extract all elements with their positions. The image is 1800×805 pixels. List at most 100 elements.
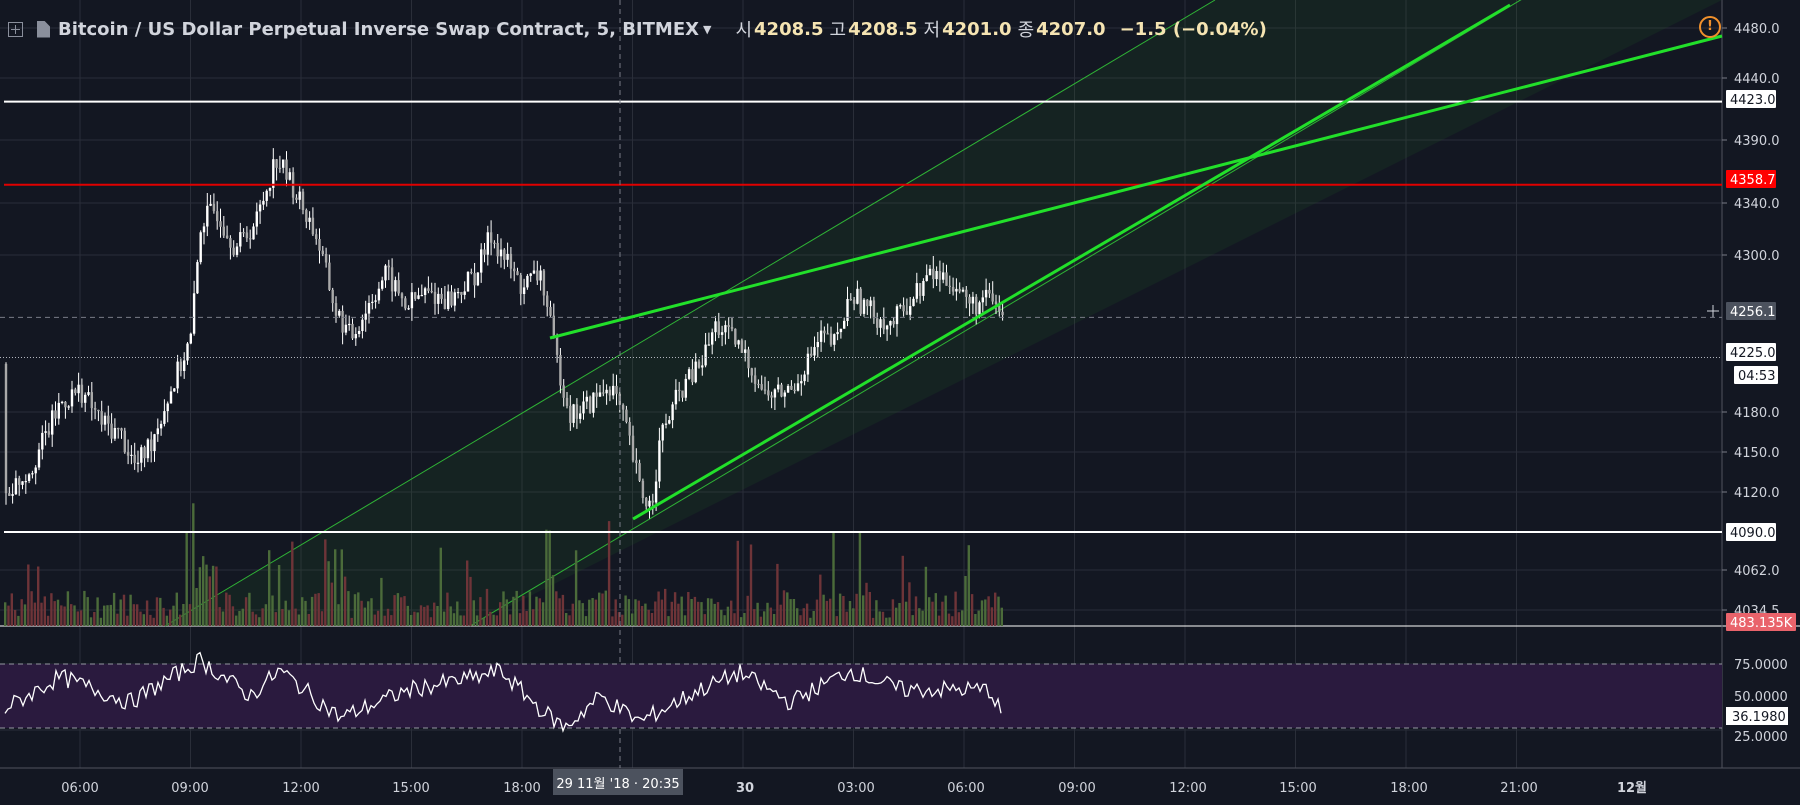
volume-bar xyxy=(852,608,855,626)
candle-body xyxy=(935,271,938,280)
volume-bar xyxy=(99,617,103,626)
volume-bar xyxy=(805,603,809,626)
volume-bar xyxy=(776,563,779,626)
volume-bar xyxy=(442,611,446,626)
candle-body xyxy=(918,283,922,296)
volume-bar xyxy=(934,593,937,626)
high-label: 고 xyxy=(829,20,847,41)
candle-body xyxy=(777,384,780,390)
volume-bar xyxy=(7,605,10,626)
volume-bar xyxy=(50,593,53,626)
candle-body xyxy=(833,334,836,345)
candle-body xyxy=(790,385,793,390)
volume-bar xyxy=(891,599,895,626)
candle-body xyxy=(282,159,285,168)
candle-body xyxy=(942,272,945,280)
volume-bar xyxy=(139,611,142,626)
candle-body xyxy=(612,385,615,396)
candle-body xyxy=(103,415,107,425)
candle-body xyxy=(701,365,704,368)
volume-bar xyxy=(449,606,452,626)
candle-body xyxy=(882,319,885,330)
volume-bar xyxy=(337,604,340,626)
candle-body xyxy=(981,297,984,303)
candles xyxy=(4,148,1004,519)
volume-bar xyxy=(545,529,548,626)
volume-bar xyxy=(330,582,334,626)
candle-body xyxy=(377,288,381,301)
candle-body xyxy=(21,481,24,485)
candle-body xyxy=(417,295,420,299)
candle-body xyxy=(169,391,173,404)
price-label-4358.7: 4358.7 xyxy=(1730,173,1776,188)
candle-body xyxy=(252,226,255,240)
volume-bar xyxy=(631,613,634,626)
volume-bar xyxy=(835,616,838,626)
candle-body xyxy=(397,280,400,294)
candle-body xyxy=(902,305,905,312)
volume-bar xyxy=(568,615,571,626)
candle-body xyxy=(113,428,117,439)
open-value: 4208.5 xyxy=(754,18,824,40)
time-tick-label: 06:00 xyxy=(61,781,98,796)
candle-body xyxy=(153,434,156,452)
candle-body xyxy=(410,292,414,309)
candle-body xyxy=(381,280,384,289)
volume-bar xyxy=(591,598,594,626)
candle-body xyxy=(757,383,760,386)
volume-bar xyxy=(858,531,862,626)
candle-body xyxy=(730,327,734,329)
alert-icon[interactable]: ! xyxy=(1699,16,1721,38)
candle-body xyxy=(18,478,21,485)
volume-bar xyxy=(188,604,192,626)
price-tick-label: 4390.0 xyxy=(1734,134,1780,149)
candle-body xyxy=(559,355,562,386)
volume-bar xyxy=(898,603,901,626)
volume-bar xyxy=(878,611,881,626)
volume-bar xyxy=(73,605,76,626)
volume-bar xyxy=(126,615,129,626)
volume-bar xyxy=(324,539,327,626)
volume-bar xyxy=(277,565,281,626)
volume-bar xyxy=(739,617,743,626)
volume-bar xyxy=(832,531,835,626)
volume-bar xyxy=(416,612,419,626)
toggle-legend-icon[interactable] xyxy=(8,21,23,37)
volume-bar xyxy=(357,592,360,626)
volume-bar xyxy=(396,593,400,626)
candle-body xyxy=(166,403,169,412)
candle-body xyxy=(1001,311,1004,316)
volume-bar xyxy=(565,613,568,626)
candle-body xyxy=(4,364,8,494)
volume-bar xyxy=(466,560,469,626)
volume-bar xyxy=(508,614,512,626)
volume-bar xyxy=(116,613,119,626)
candle-body xyxy=(295,197,298,200)
candle-body xyxy=(414,292,417,299)
candle-body xyxy=(331,289,334,304)
volume-bar xyxy=(129,594,132,626)
candle-body xyxy=(258,204,262,212)
candle-body xyxy=(803,374,806,382)
volume-bar xyxy=(561,594,565,626)
volume-bar xyxy=(17,615,20,626)
symbol-title[interactable]: Bitcoin / US Dollar Perpetual Inverse Sw… xyxy=(58,18,699,40)
candle-body xyxy=(866,299,869,307)
chevron-down-icon[interactable]: ▼ xyxy=(703,22,712,36)
volume-bar xyxy=(802,608,805,626)
candle-body xyxy=(856,288,859,304)
volume-bar xyxy=(132,604,136,626)
candle-body xyxy=(932,268,935,280)
candle-body xyxy=(120,428,123,431)
volume-bar xyxy=(89,617,93,626)
volume-bar xyxy=(284,600,287,626)
candle-body xyxy=(572,404,575,423)
price-tick-label: 4150.0 xyxy=(1734,446,1780,461)
volume-bar xyxy=(423,606,426,626)
volume-bar xyxy=(20,599,23,626)
volume-bar xyxy=(472,600,475,626)
time-tick-label: 12월 xyxy=(1617,780,1647,796)
volume-bar xyxy=(485,588,489,626)
